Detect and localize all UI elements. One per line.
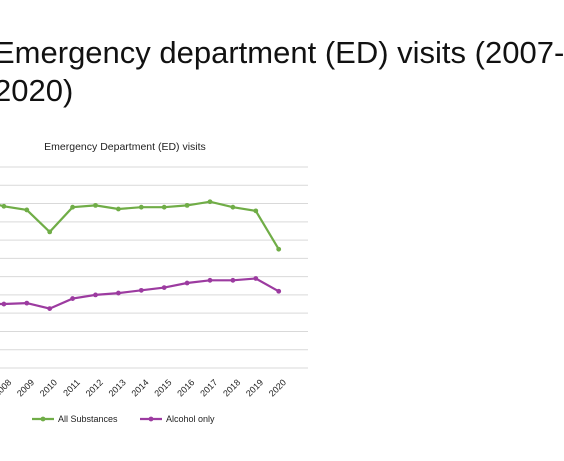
x-tick-label: 2010 [38, 377, 59, 398]
data-point [138, 287, 144, 293]
x-tick-label: 2015 [152, 377, 173, 398]
legend-label-1: Alcohol only [166, 414, 215, 424]
data-point [276, 288, 282, 294]
data-point [93, 292, 98, 298]
x-tick-label: 2008 [0, 377, 13, 398]
x-tick-label: 2011 [61, 377, 82, 398]
data-point [116, 206, 121, 212]
data-point [207, 199, 213, 205]
data-point [184, 280, 190, 286]
data-point [207, 277, 213, 283]
chart-title: Emergency Department (ED) visits [44, 141, 206, 153]
data-point [24, 207, 30, 213]
x-tick-label: 2014 [129, 377, 150, 398]
chart-legend: All Substances Alcohol only [32, 414, 215, 424]
legend-marker-1 [148, 416, 154, 422]
data-point [253, 276, 259, 281]
x-tick-label: 2020 [267, 377, 288, 398]
x-tick-label: 2012 [84, 377, 105, 398]
series-points [1, 199, 282, 312]
slide-title: Emergency department (ED) visits (2007-2… [0, 35, 564, 108]
x-tick-label: 2016 [175, 377, 196, 398]
series-line-0 [0, 200, 280, 250]
data-point [184, 202, 190, 208]
data-point [1, 203, 7, 209]
data-point [230, 277, 236, 283]
data-point [93, 202, 98, 208]
data-point [47, 229, 53, 235]
x-tick-label: 2018 [221, 377, 242, 398]
x-tick-label: 2009 [15, 377, 36, 398]
data-point [24, 300, 30, 306]
data-point [138, 204, 144, 210]
series-line-1 [0, 277, 280, 310]
data-point [276, 246, 282, 252]
data-point [1, 301, 7, 307]
data-point [230, 204, 236, 210]
data-point [116, 290, 121, 296]
data-point [70, 204, 75, 210]
legend-label-0: All Substances [58, 414, 118, 424]
data-point [70, 296, 75, 301]
gridlines [0, 166, 308, 369]
x-axis-tick-labels: 2007200820092010201120122013201420152016… [0, 377, 288, 398]
legend-marker-0 [40, 416, 46, 422]
data-point [161, 204, 167, 210]
series-lines [0, 200, 280, 310]
data-point [253, 208, 259, 214]
data-point [47, 306, 53, 312]
data-point [161, 285, 167, 290]
x-tick-label: 2019 [244, 377, 265, 398]
x-tick-label: 2017 [198, 377, 219, 398]
x-tick-label: 2013 [107, 377, 128, 398]
